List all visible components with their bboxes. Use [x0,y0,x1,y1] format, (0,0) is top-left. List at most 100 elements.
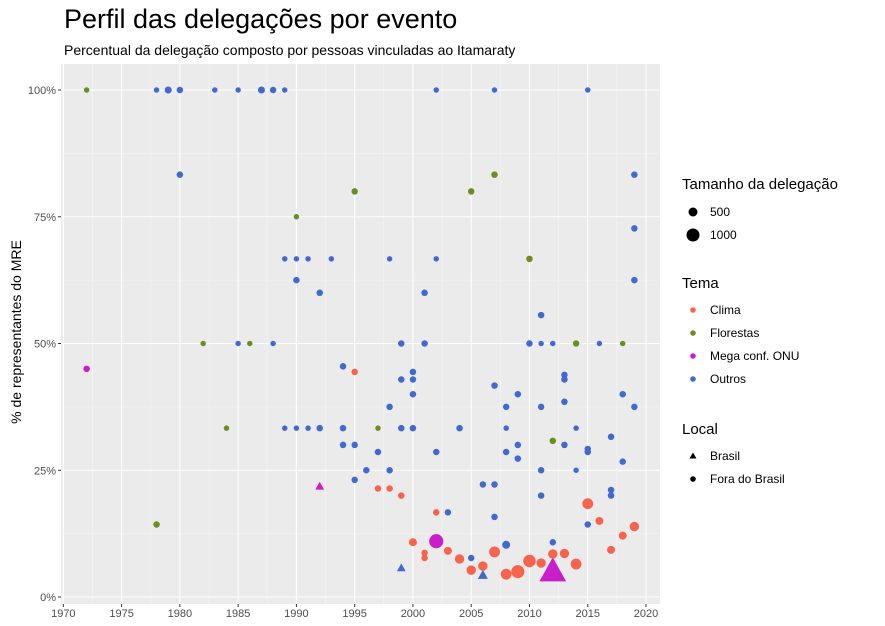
data-point [398,424,405,432]
data-point [164,86,172,94]
data-point [549,538,557,546]
legend-color-key-mega [690,353,696,359]
data-point [386,403,393,411]
legend-color-title: Tema [682,275,719,292]
data-point [235,87,241,93]
data-point [514,441,522,449]
data-point [570,558,582,570]
data-point [293,214,300,220]
data-point [433,87,439,93]
data-point [282,256,288,262]
data-point [561,398,568,406]
x-tick-label: 2015 [576,608,600,620]
legend-size-item-1000: 1000 [682,224,737,246]
plot-panel [61,64,660,604]
x-tick-label: 2000 [401,608,425,620]
legend-color-item-clima: Clima [682,299,741,321]
x-tick-label: 1985 [226,608,250,620]
legend-size-title: Tamanho da delegação [682,176,838,193]
panel-background [61,64,660,604]
data-point [351,188,358,195]
data-point-triangle [396,563,406,572]
data-point [316,289,323,297]
data-point [421,289,428,297]
legend-size-item-500: 500 [682,201,730,223]
data-point [282,87,288,93]
data-point [432,448,440,456]
y-tick-label: 75% [34,212,56,224]
data-points [83,86,640,582]
legend-color-label-clima: Clima [710,303,741,317]
data-point [398,492,405,499]
data-point [339,441,347,449]
data-point [491,382,498,389]
data-point [523,554,536,568]
data-point [316,424,323,432]
data-point [212,87,218,93]
data-point [584,448,591,456]
x-tick-label: 2005 [459,608,483,620]
x-tick-label: 1995 [342,608,366,620]
y-tick-label: 0% [40,592,56,604]
data-point-triangle [539,557,567,582]
data-point [270,340,276,347]
data-point [550,340,556,347]
data-point [619,340,626,347]
legend-shape-label-fora: Fora do Brasil [710,472,785,486]
legend-size-label-1000: 1000 [710,228,737,242]
data-point [257,86,265,94]
data-point [526,340,533,347]
data-point [432,509,440,516]
legend-color-label-outros: Outros [710,372,747,386]
legend-color-item-mega: Mega conf. ONU [682,345,799,367]
data-point [467,554,475,562]
data-point [421,340,428,347]
data-point [619,458,626,465]
data-point [526,255,533,263]
legend-shape-item-fora: Fora do Brasil [682,468,785,490]
data-point [443,546,452,555]
legend-color-key-outros [690,376,696,382]
data-point [386,466,393,474]
data-point [502,448,510,456]
data-point [629,521,640,532]
data-point-triangle [315,481,325,490]
data-point [398,376,405,383]
legend-color-label-florestas: Florestas [710,326,760,340]
data-point [561,376,568,383]
data-point [491,171,498,178]
data-point [351,476,358,484]
data-point [607,433,615,441]
data-point [398,340,405,347]
x-tick-label: 2010 [517,608,541,620]
data-point [408,538,417,547]
data-point [537,403,545,411]
data-point [548,549,558,559]
data-point [305,425,311,431]
data-point [339,363,347,370]
data-point [511,565,525,579]
data-point [339,424,347,432]
legend-size-label-500: 500 [710,205,731,219]
data-point [503,425,509,431]
data-point [305,256,311,262]
data-point [153,87,160,93]
data-point [374,485,382,492]
data-point [573,425,579,431]
data-point [247,340,253,347]
data-point [328,256,335,262]
data-point [176,86,184,94]
axes: 1970 1975 1980 1985 1990 1995 2000 2005 2010 2015… [28,85,658,620]
data-point [363,466,370,474]
data-point [421,554,428,562]
data-point [409,376,417,383]
data-point [502,540,511,549]
data-point [454,554,465,564]
data-point [223,425,230,431]
data-point [467,188,475,195]
data-point [491,87,498,93]
data-point [282,425,288,431]
data-point [500,568,512,580]
chart-title: Perfil das delegações por evento [64,4,458,34]
data-point [607,486,615,494]
